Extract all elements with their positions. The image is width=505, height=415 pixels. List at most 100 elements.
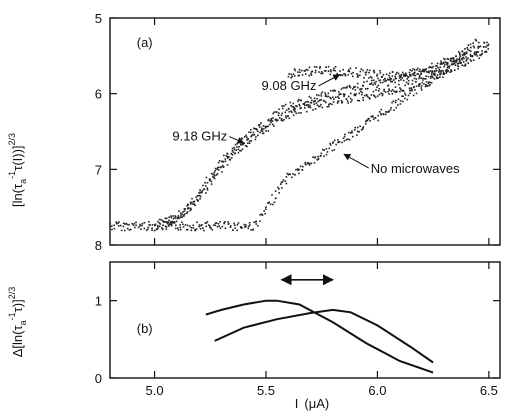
data-point xyxy=(370,77,373,79)
data-point xyxy=(190,229,193,232)
data-point xyxy=(235,149,238,152)
data-point xyxy=(440,62,442,64)
data-point xyxy=(377,114,379,117)
data-point xyxy=(293,109,296,112)
data-point xyxy=(399,90,401,93)
data-point xyxy=(298,103,300,106)
data-point xyxy=(339,74,342,76)
data-point xyxy=(165,217,168,220)
data-point xyxy=(306,104,308,106)
data-point xyxy=(163,221,166,223)
data-point xyxy=(248,131,250,134)
y-tick-label-a: 6 xyxy=(95,87,102,102)
plot-frame-b xyxy=(109,261,501,379)
data-point xyxy=(394,101,397,104)
panel-b: 0 1 5.0 5.5 6.0 6.5 (b) xyxy=(95,261,501,398)
data-point xyxy=(231,149,234,152)
data-point xyxy=(449,60,452,62)
data-point xyxy=(435,76,438,78)
data-point xyxy=(201,191,203,194)
data-point xyxy=(320,154,322,157)
data-point xyxy=(273,111,276,114)
data-point xyxy=(170,224,173,227)
data-point xyxy=(170,215,172,217)
data-point xyxy=(442,73,445,76)
data-point xyxy=(113,227,116,230)
data-point xyxy=(478,46,481,48)
data-point xyxy=(158,222,161,224)
data-point xyxy=(275,119,277,122)
data-point xyxy=(361,128,364,130)
data-point xyxy=(429,83,431,86)
data-point xyxy=(214,167,217,170)
data-point xyxy=(405,74,408,77)
data-point xyxy=(217,223,220,225)
data-point xyxy=(358,92,361,95)
data-point xyxy=(291,105,293,108)
data-point xyxy=(378,87,381,90)
data-point xyxy=(262,128,265,130)
data-point xyxy=(283,105,285,107)
data-point xyxy=(193,203,196,205)
data-point xyxy=(433,72,436,75)
data-point xyxy=(341,74,344,76)
data-point xyxy=(362,96,364,99)
data-point xyxy=(289,101,291,104)
data-point xyxy=(331,96,334,99)
data-point xyxy=(444,63,446,66)
data-point xyxy=(394,90,396,93)
data-point xyxy=(229,226,232,229)
data-point xyxy=(191,201,193,204)
data-point xyxy=(215,222,218,224)
data-point xyxy=(432,76,434,79)
data-point xyxy=(319,65,321,68)
data-point xyxy=(143,221,146,224)
data-point xyxy=(397,98,400,101)
data-point xyxy=(412,72,415,75)
data-point xyxy=(372,90,375,93)
data-point xyxy=(307,100,309,103)
curve-1 xyxy=(205,299,434,374)
data-point xyxy=(361,93,363,96)
data-point xyxy=(233,224,236,227)
data-point xyxy=(304,163,307,165)
data-point xyxy=(463,52,466,54)
data-point xyxy=(165,228,168,230)
data-point xyxy=(390,78,392,80)
data-point xyxy=(171,220,174,223)
data-point xyxy=(446,62,449,64)
data-point xyxy=(347,73,350,76)
data-point xyxy=(240,226,243,228)
data-point xyxy=(394,75,396,78)
data-point xyxy=(293,173,296,176)
data-point xyxy=(255,128,258,130)
data-point xyxy=(448,67,450,69)
data-point xyxy=(295,112,298,115)
data-point xyxy=(452,60,454,63)
data-point xyxy=(327,65,330,68)
data-point xyxy=(423,68,426,71)
data-point xyxy=(459,60,461,63)
data-point xyxy=(141,224,143,227)
data-point xyxy=(281,187,283,189)
data-point xyxy=(389,108,392,111)
data-point xyxy=(276,119,279,121)
data-point xyxy=(342,87,344,89)
data-point xyxy=(330,97,332,100)
data-point xyxy=(441,63,444,65)
x-tick-label: 6.5 xyxy=(480,383,498,398)
data-point xyxy=(444,58,446,61)
data-point xyxy=(391,93,394,95)
data-point xyxy=(327,105,330,108)
data-point xyxy=(461,50,464,52)
data-point xyxy=(403,75,405,77)
data-point xyxy=(390,80,392,83)
data-point xyxy=(231,229,234,231)
data-point xyxy=(453,60,456,63)
data-point xyxy=(111,228,113,231)
data-point xyxy=(336,72,338,75)
data-point xyxy=(296,168,299,170)
data-point xyxy=(259,131,261,134)
data-point xyxy=(256,129,258,131)
data-point xyxy=(206,181,209,184)
